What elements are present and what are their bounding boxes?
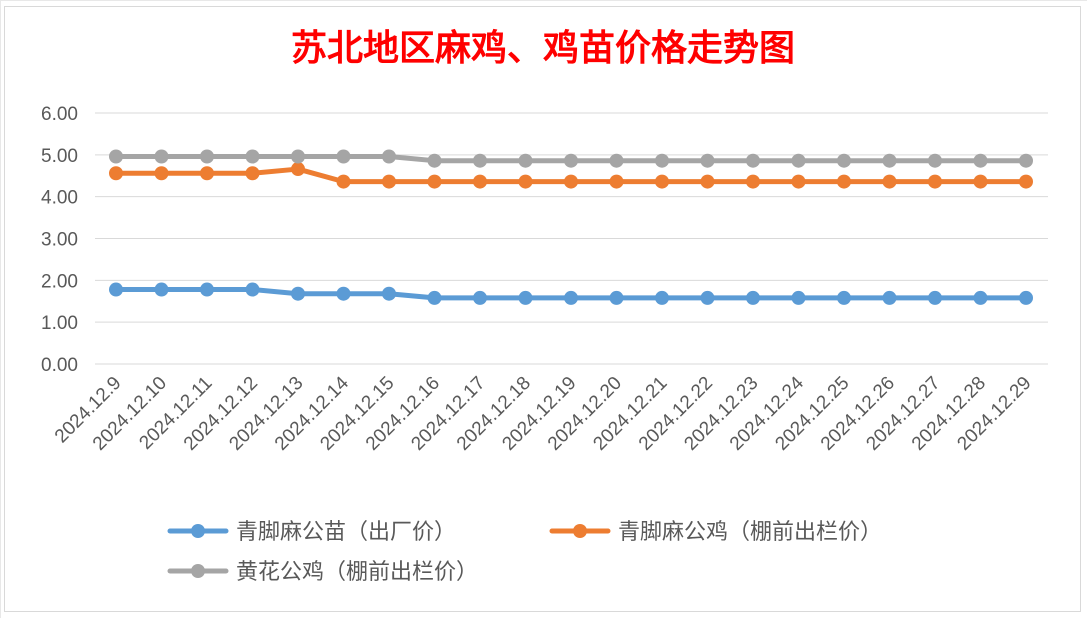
- legend-marker: [573, 524, 587, 538]
- data-point[interactable]: [746, 174, 760, 189]
- data-point[interactable]: [336, 286, 351, 301]
- chart-title: 苏北地区麻鸡、鸡苗价格走势图: [291, 27, 795, 69]
- data-point[interactable]: [473, 174, 487, 189]
- data-point[interactable]: [837, 174, 851, 189]
- data-point[interactable]: [791, 153, 806, 168]
- data-point[interactable]: [837, 290, 851, 305]
- data-point[interactable]: [1019, 290, 1033, 305]
- y-tick-label: 5.00: [41, 146, 78, 167]
- data-point[interactable]: [882, 174, 897, 189]
- data-point[interactable]: [382, 149, 396, 164]
- data-point[interactable]: [882, 153, 897, 168]
- y-tick-label: 3.00: [41, 230, 78, 251]
- y-tick-label: 0.00: [41, 355, 78, 376]
- data-point[interactable]: [427, 174, 442, 189]
- data-point[interactable]: [336, 174, 351, 189]
- data-point[interactable]: [1019, 153, 1033, 168]
- data-point[interactable]: [609, 174, 624, 189]
- y-axis-ticks: 0.00 1.00 2.00 3.00 4.00 5.00 6.00: [41, 104, 78, 376]
- data-point[interactable]: [200, 282, 214, 297]
- legend-marker: [191, 564, 205, 578]
- data-point[interactable]: [291, 162, 305, 177]
- data-point[interactable]: [200, 166, 214, 181]
- data-point[interactable]: [928, 174, 942, 189]
- data-point[interactable]: [427, 153, 442, 168]
- legend-label: 青脚麻公鸡（棚前出栏价）: [618, 520, 882, 545]
- data-point[interactable]: [791, 290, 806, 305]
- data-point[interactable]: [291, 149, 305, 164]
- data-point[interactable]: [746, 153, 760, 168]
- legend-item[interactable]: 青脚麻公苗（出厂价）: [167, 520, 456, 545]
- data-point[interactable]: [473, 153, 487, 168]
- data-point[interactable]: [882, 290, 897, 305]
- data-point[interactable]: [291, 286, 305, 301]
- series-2: [109, 149, 1033, 168]
- legend[interactable]: 青脚麻公苗（出厂价） 青脚麻公鸡（棚前出栏价） 黄花公鸡（棚前出栏价）: [167, 520, 882, 585]
- data-point[interactable]: [973, 174, 988, 189]
- data-point[interactable]: [1019, 174, 1033, 189]
- data-point[interactable]: [837, 153, 851, 168]
- data-point[interactable]: [518, 174, 533, 189]
- data-point[interactable]: [746, 290, 760, 305]
- data-point[interactable]: [245, 166, 260, 181]
- data-point[interactable]: [973, 153, 988, 168]
- series-0: [109, 282, 1033, 305]
- data-point[interactable]: [518, 153, 533, 168]
- data-point[interactable]: [245, 282, 260, 297]
- series-layer: [109, 149, 1033, 305]
- legend-label: 黄花公鸡（棚前出栏价）: [236, 560, 478, 585]
- data-point[interactable]: [109, 166, 123, 181]
- gridlines: [95, 112, 1048, 365]
- y-tick-label: 4.00: [41, 188, 78, 209]
- data-point[interactable]: [382, 174, 396, 189]
- data-point[interactable]: [564, 174, 578, 189]
- data-point[interactable]: [609, 290, 624, 305]
- data-point[interactable]: [973, 290, 988, 305]
- data-point[interactable]: [700, 174, 715, 189]
- y-tick-label: 6.00: [41, 104, 78, 125]
- legend-item[interactable]: 黄花公鸡（棚前出栏价）: [167, 560, 478, 585]
- y-tick-label: 1.00: [41, 313, 78, 334]
- data-point[interactable]: [154, 149, 169, 164]
- data-point[interactable]: [700, 290, 715, 305]
- data-point[interactable]: [655, 153, 669, 168]
- data-point[interactable]: [336, 149, 351, 164]
- data-point[interactable]: [154, 282, 169, 297]
- series-1: [109, 162, 1033, 189]
- data-point[interactable]: [518, 290, 533, 305]
- data-point[interactable]: [154, 166, 169, 181]
- legend-marker: [191, 524, 205, 538]
- chart-area[interactable]: [4, 6, 1081, 612]
- data-point[interactable]: [109, 282, 123, 297]
- data-point[interactable]: [564, 290, 578, 305]
- data-point[interactable]: [427, 290, 442, 305]
- legend-label: 青脚麻公苗（出厂价）: [236, 520, 456, 545]
- data-point[interactable]: [382, 286, 396, 301]
- data-point[interactable]: [928, 290, 942, 305]
- data-point[interactable]: [109, 149, 123, 164]
- y-tick-label: 2.00: [41, 271, 78, 292]
- data-point[interactable]: [609, 153, 624, 168]
- data-point[interactable]: [245, 149, 260, 164]
- data-point[interactable]: [655, 290, 669, 305]
- legend-item[interactable]: 青脚麻公鸡（棚前出栏价）: [549, 520, 882, 545]
- data-point[interactable]: [791, 174, 806, 189]
- data-point[interactable]: [655, 174, 669, 189]
- data-point[interactable]: [473, 290, 487, 305]
- data-point[interactable]: [564, 153, 578, 168]
- data-point[interactable]: [928, 153, 942, 168]
- data-point[interactable]: [700, 153, 715, 168]
- data-point[interactable]: [200, 149, 214, 164]
- x-axis-ticks: 2024.12.92024.12.102024.12.112024.12.122…: [51, 372, 1036, 454]
